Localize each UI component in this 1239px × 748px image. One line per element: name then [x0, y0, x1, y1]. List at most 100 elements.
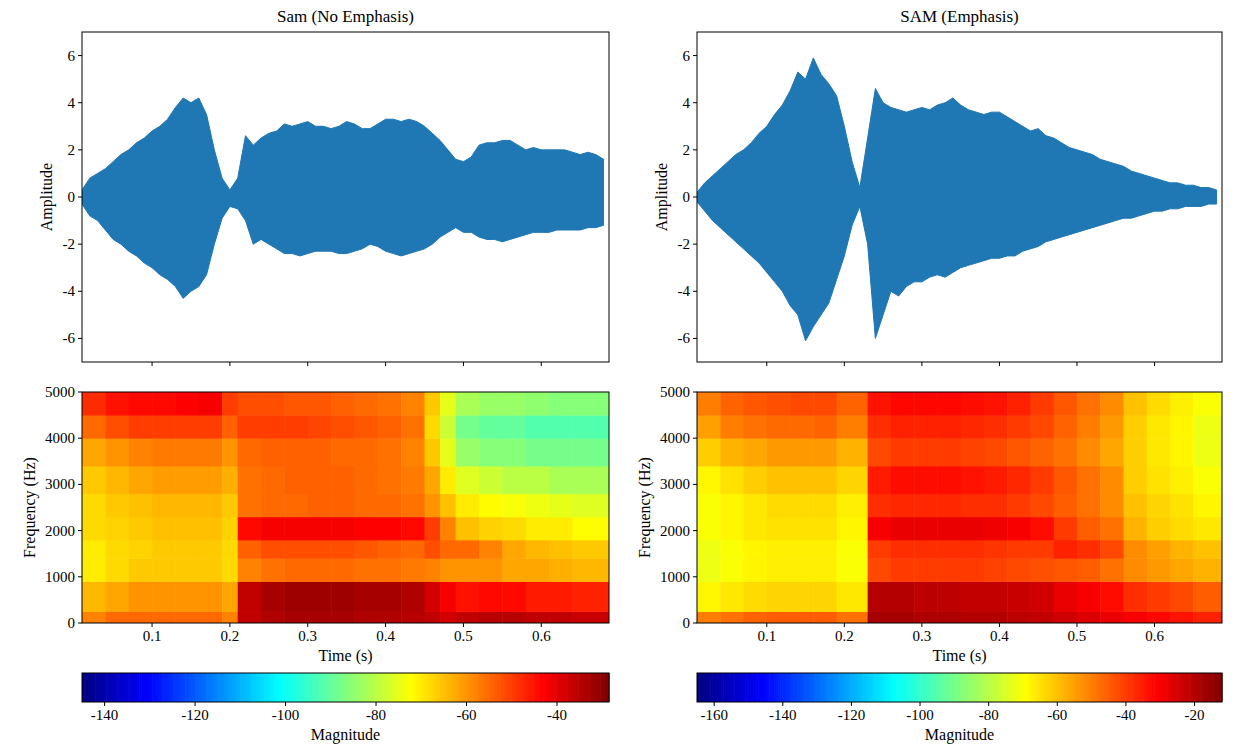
heat-cell	[720, 415, 744, 439]
heat-cell	[1124, 415, 1148, 439]
heat-cell	[744, 540, 768, 559]
heat-cell	[767, 415, 791, 439]
y-tick	[693, 291, 697, 292]
heat-cell	[1147, 517, 1171, 541]
heat-cell	[1077, 466, 1101, 494]
heat-cell	[720, 581, 744, 612]
heat-cell	[152, 415, 176, 439]
heat-cell	[1030, 581, 1054, 612]
heat-cell	[1124, 438, 1148, 466]
heat-cell	[868, 611, 892, 623]
heat-cell	[1077, 494, 1101, 518]
heat-cell	[1170, 494, 1194, 518]
heat-cell	[744, 494, 768, 518]
heat-cell	[1193, 558, 1222, 582]
heat-cell	[961, 581, 985, 612]
heat-cell	[261, 517, 285, 541]
y-tick-label: 4000	[660, 430, 690, 446]
heat-cell	[914, 438, 938, 466]
heat-cell	[378, 392, 402, 416]
heat-cell	[456, 494, 480, 518]
y-tick	[78, 576, 82, 577]
heat-cell	[479, 466, 503, 494]
heat-cell	[526, 611, 550, 623]
heat-cell	[961, 517, 985, 541]
heat-cell	[261, 558, 285, 582]
heat-cell	[549, 611, 573, 623]
heat-cell	[1054, 466, 1078, 494]
heat-cell	[378, 438, 402, 466]
heat-cell	[767, 581, 791, 612]
y-tick-label: -2	[678, 236, 691, 252]
heat-cell	[1054, 581, 1078, 612]
heat-cell	[937, 494, 961, 518]
x-tick-label: 0.2	[835, 628, 854, 644]
x-tick	[229, 623, 230, 627]
colorbar-tick	[104, 702, 105, 706]
heat-cell	[1147, 438, 1171, 466]
heat-cell	[720, 540, 744, 559]
x-tick	[541, 362, 542, 366]
heat-cell	[331, 581, 355, 612]
heat-cell	[1077, 611, 1101, 623]
heat-cell	[868, 558, 892, 582]
heat-cell	[440, 611, 456, 623]
x-tick	[999, 362, 1000, 366]
heat-cell	[378, 540, 402, 559]
heat-cell	[175, 540, 199, 559]
heat-cell	[199, 392, 223, 416]
heat-cell	[961, 466, 985, 494]
heat-cell	[1054, 517, 1078, 541]
heat-cell	[1170, 581, 1194, 612]
heat-cell	[572, 466, 609, 494]
heat-cell	[308, 540, 332, 559]
y-tick	[693, 338, 697, 339]
heat-cell	[914, 540, 938, 559]
heat-cell	[1030, 517, 1054, 541]
heat-cell	[284, 540, 308, 559]
heat-cell	[1077, 517, 1101, 541]
y-axis-title: Amplitude	[38, 163, 56, 231]
heat-cell	[813, 558, 837, 582]
heat-cell	[308, 466, 332, 494]
x-tick	[541, 623, 542, 627]
heat-cell	[984, 494, 1008, 518]
heat-cell	[479, 392, 503, 416]
heat-cell	[1170, 392, 1194, 416]
heat-cell	[105, 611, 129, 623]
heat-cell	[813, 611, 837, 623]
heat-cell	[1030, 392, 1054, 416]
heat-cell	[82, 540, 106, 559]
heat-cell	[961, 540, 985, 559]
heat-cell	[1030, 540, 1054, 559]
heat-cell	[961, 611, 985, 623]
y-tick-label: 3000	[45, 476, 75, 492]
heat-cell	[1147, 494, 1171, 518]
heat-cell	[526, 540, 550, 559]
y-tick-label: 4	[68, 95, 76, 111]
y-tick-label: 2	[68, 142, 76, 158]
heat-cell	[697, 494, 721, 518]
heat-cell	[937, 540, 961, 559]
y-tick	[693, 438, 697, 439]
heat-cell	[284, 466, 308, 494]
heat-cell	[1124, 558, 1148, 582]
heat-cell	[1100, 415, 1124, 439]
frame	[82, 32, 609, 362]
heat-cell	[837, 438, 869, 466]
heat-cell	[199, 494, 223, 518]
heat-cell	[82, 415, 106, 439]
heat-cell	[937, 517, 961, 541]
heat-cell	[401, 611, 425, 623]
panel: 0100020003000400050000.10.20.30.40.50.6F…	[21, 384, 610, 665]
heat-cell	[813, 494, 837, 518]
heat-cell	[401, 438, 425, 466]
heat-cell	[572, 540, 609, 559]
heat-cell	[1147, 558, 1171, 582]
heat-cell	[199, 415, 223, 439]
heat-cell	[549, 392, 573, 416]
heat-cell	[813, 517, 837, 541]
heat-cell	[837, 581, 869, 612]
y-tick-label: 2000	[660, 523, 690, 539]
heat-cell	[1124, 466, 1148, 494]
